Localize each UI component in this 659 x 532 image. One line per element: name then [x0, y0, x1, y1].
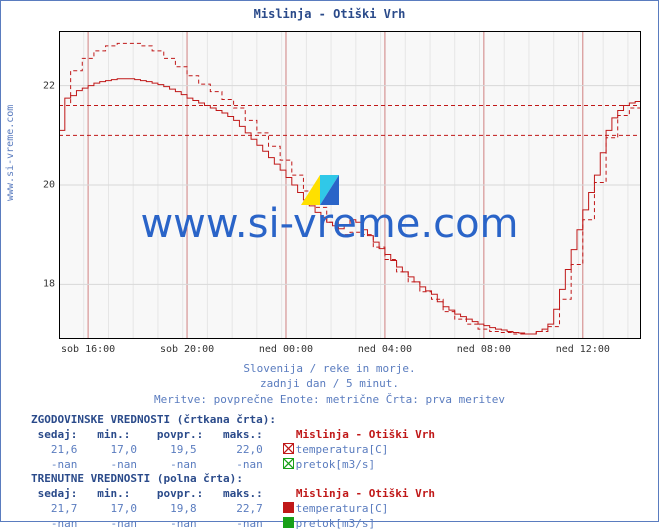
caption-line3: Meritve: povprečne Enote: metrične Črta:… — [1, 392, 658, 407]
y-axis-link[interactable]: www.si-vreme.com — [5, 105, 16, 201]
legend-flow-hist: pretok[m3/s] — [296, 458, 375, 471]
chart-container: Mislinja - Otiški Vrh www.si-vreme.com 1… — [0, 0, 659, 522]
x-tick-label: sob 20:00 — [160, 344, 214, 355]
legend-temp-hist: temperatura[C] — [296, 443, 389, 456]
current-header: TRENUTNE VREDNOSTI (polna črta) — [31, 472, 236, 485]
x-tick-label: ned 08:00 — [457, 344, 511, 355]
caption: Slovenija / reke in morje. zadnji dan / … — [1, 361, 658, 407]
y-tick-label: 18 — [43, 279, 55, 290]
y-tick-labels: 18 20 22 — [31, 31, 55, 339]
x-tick-label: ned 04:00 — [358, 344, 412, 355]
caption-line1: Slovenija / reke in morje. — [1, 361, 658, 376]
x-tick-label: sob 16:00 — [61, 344, 115, 355]
x-tick-label: ned 00:00 — [259, 344, 313, 355]
y-tick-label: 22 — [43, 80, 55, 91]
legend-series-name-hist: Mislinja - Otiški Vrh — [296, 428, 435, 441]
chart-title: Mislinja - Otiški Vrh — [1, 1, 658, 21]
y-tick-label: 20 — [43, 180, 55, 191]
caption-line2: zadnji dan / 5 minut. — [1, 376, 658, 391]
legend-temp-curr: temperatura[C] — [296, 502, 389, 515]
x-tick-label: ned 12:00 — [556, 344, 610, 355]
plot-area — [59, 31, 641, 339]
legend-flow-curr: pretok[m3/s] — [296, 517, 375, 530]
x-tick-labels: sob 16:00 sob 20:00 ned 00:00 ned 04:00 ned … — [59, 344, 641, 358]
legend-series-name-curr: Mislinja - Otiški Vrh — [296, 487, 435, 500]
historic-header: ZGODOVINSKE VREDNOSTI (črtkana črta) — [31, 413, 269, 426]
stats-block: ZGODOVINSKE VREDNOSTI (črtkana črta): se… — [31, 413, 435, 532]
